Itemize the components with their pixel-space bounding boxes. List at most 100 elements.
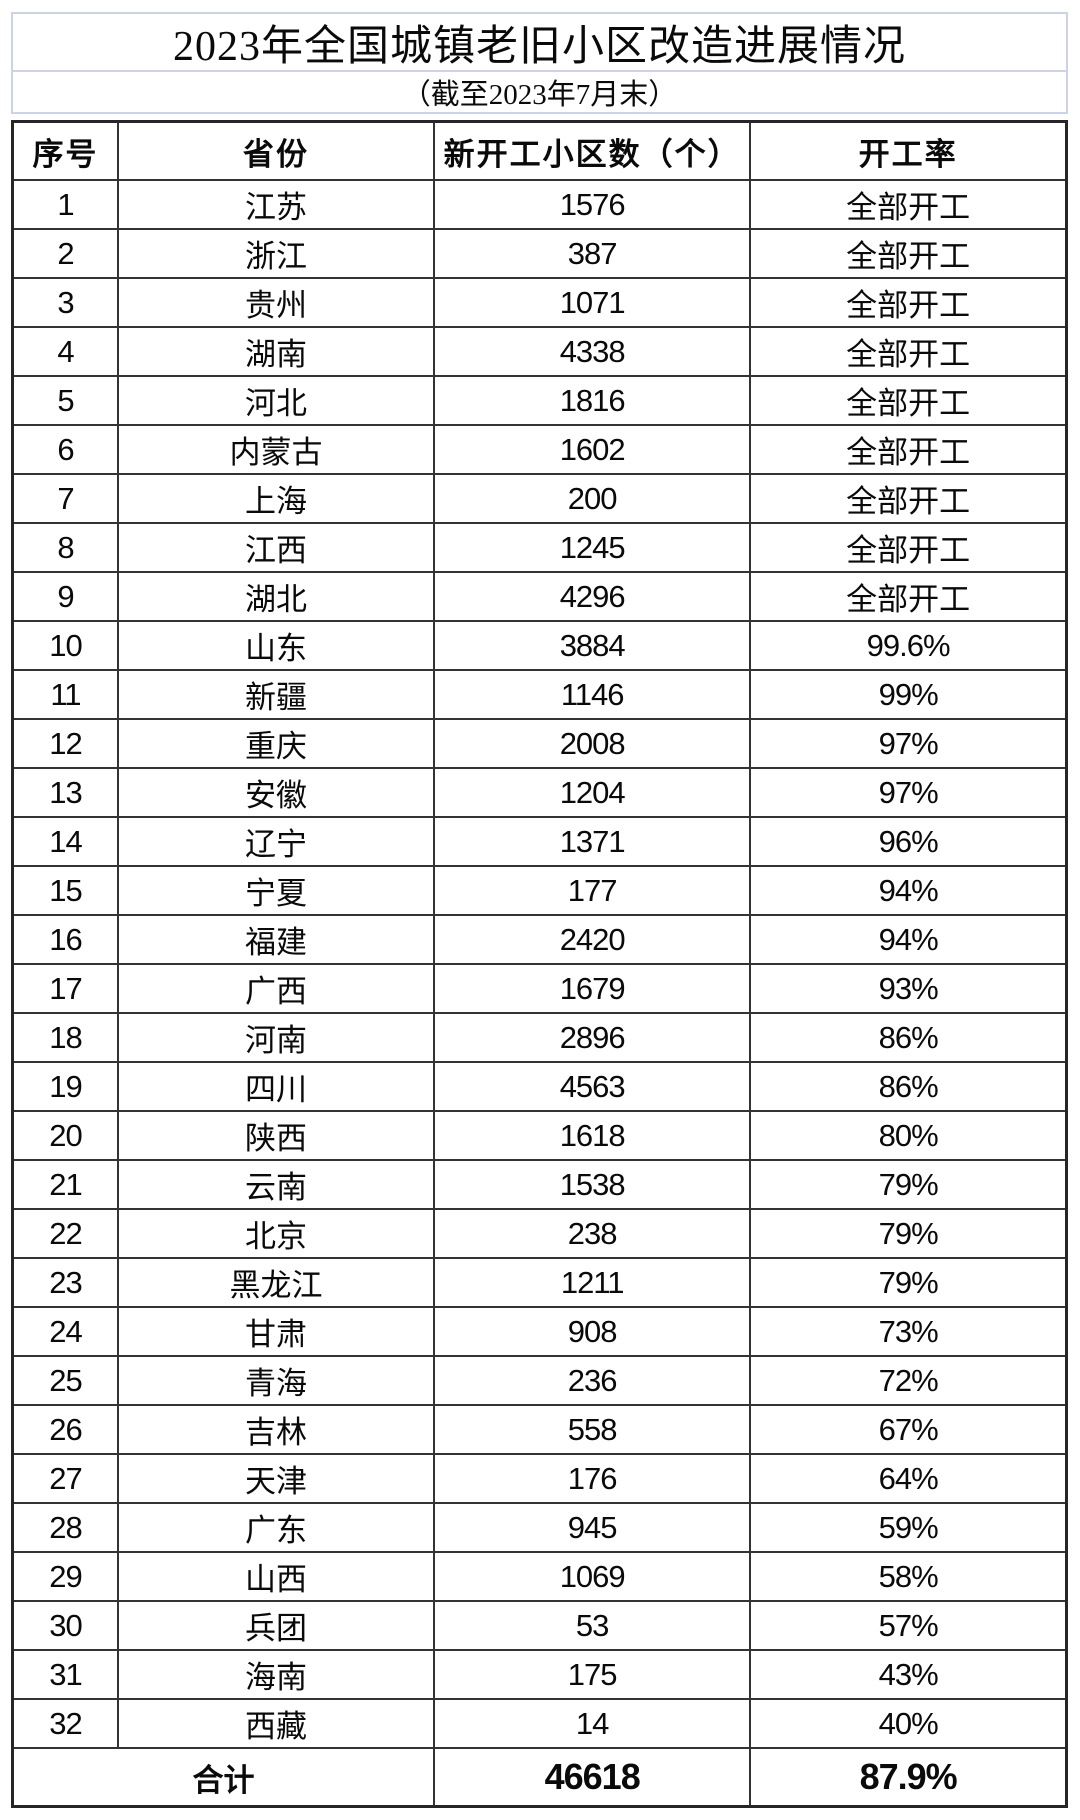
cell-province: 重庆: [116, 718, 436, 769]
cell-province: 上海: [116, 473, 436, 524]
cell-count: 945: [433, 1502, 752, 1553]
table-row: 22 北京 238 79%: [11, 1208, 1068, 1259]
cell-province: 青海: [116, 1355, 436, 1406]
cell-province: 江西: [116, 522, 436, 573]
table-row: 9 湖北 4296 全部开工: [11, 571, 1068, 622]
cell-province: 辽宁: [116, 816, 436, 867]
cell-index: 10: [11, 620, 119, 671]
cell-index: 23: [11, 1257, 119, 1308]
cell-count: 1146: [433, 669, 752, 720]
cell-index: 8: [11, 522, 119, 573]
cell-count: 1602: [433, 424, 752, 475]
cell-index: 26: [11, 1404, 119, 1455]
cell-rate: 57%: [749, 1600, 1068, 1651]
cell-index: 4: [11, 326, 119, 377]
table-row: 16 福建 2420 94%: [11, 914, 1068, 965]
cell-count: 1576: [433, 179, 752, 230]
table-total-row: 合计 46618 87.9%: [11, 1747, 1068, 1808]
table-row: 5 河北 1816 全部开工: [11, 375, 1068, 426]
cell-index: 31: [11, 1649, 119, 1700]
cell-province: 内蒙古: [116, 424, 436, 475]
table-row: 1 江苏 1576 全部开工: [11, 179, 1068, 230]
cell-rate: 全部开工: [749, 571, 1068, 622]
cell-count: 175: [433, 1649, 752, 1700]
cell-index: 14: [11, 816, 119, 867]
cell-province: 北京: [116, 1208, 436, 1259]
cell-rate: 96%: [749, 816, 1068, 867]
cell-rate: 59%: [749, 1502, 1068, 1553]
cell-count: 4338: [433, 326, 752, 377]
cell-index: 17: [11, 963, 119, 1014]
cell-index: 16: [11, 914, 119, 965]
cell-count: 1618: [433, 1110, 752, 1161]
cell-rate: 43%: [749, 1649, 1068, 1700]
cell-index: 27: [11, 1453, 119, 1504]
cell-province: 广西: [116, 963, 436, 1014]
cell-count: 200: [433, 473, 752, 524]
title-box: 2023年全国城镇老旧小区改造进展情况: [11, 12, 1068, 70]
cell-count: 176: [433, 1453, 752, 1504]
cell-index: 21: [11, 1159, 119, 1210]
cell-province: 河北: [116, 375, 436, 426]
total-rate: 87.9%: [749, 1747, 1068, 1808]
cell-province: 海南: [116, 1649, 436, 1700]
table-row: 14 辽宁 1371 96%: [11, 816, 1068, 867]
cell-rate: 72%: [749, 1355, 1068, 1406]
cell-count: 2008: [433, 718, 752, 769]
cell-index: 11: [11, 669, 119, 720]
page-title: 2023年全国城镇老旧小区改造进展情况: [172, 23, 906, 70]
cell-province: 吉林: [116, 1404, 436, 1455]
cell-province: 四川: [116, 1061, 436, 1112]
cell-count: 2420: [433, 914, 752, 965]
table-row: 21 云南 1538 79%: [11, 1159, 1068, 1210]
table-row: 29 山西 1069 58%: [11, 1551, 1068, 1602]
table-row: 10 山东 3884 99.6%: [11, 620, 1068, 671]
cell-province: 云南: [116, 1159, 436, 1210]
cell-rate: 全部开工: [749, 375, 1068, 426]
cell-count: 558: [433, 1404, 752, 1455]
cell-index: 28: [11, 1502, 119, 1553]
cell-province: 安徽: [116, 767, 436, 818]
cell-province: 山东: [116, 620, 436, 671]
cell-rate: 97%: [749, 767, 1068, 818]
cell-rate: 40%: [749, 1698, 1068, 1749]
table-row: 6 内蒙古 1602 全部开工: [11, 424, 1068, 475]
cell-rate: 64%: [749, 1453, 1068, 1504]
cell-rate: 80%: [749, 1110, 1068, 1161]
cell-rate: 全部开工: [749, 424, 1068, 475]
cell-count: 14: [433, 1698, 752, 1749]
table-row: 11 新疆 1146 99%: [11, 669, 1068, 720]
cell-count: 908: [433, 1306, 752, 1357]
cell-rate: 99.6%: [749, 620, 1068, 671]
cell-rate: 93%: [749, 963, 1068, 1014]
cell-count: 238: [433, 1208, 752, 1259]
cell-index: 12: [11, 718, 119, 769]
cell-count: 4296: [433, 571, 752, 622]
cell-rate: 全部开工: [749, 179, 1068, 230]
cell-count: 4563: [433, 1061, 752, 1112]
cell-province: 陕西: [116, 1110, 436, 1161]
cell-index: 22: [11, 1208, 119, 1259]
table-row: 7 上海 200 全部开工: [11, 473, 1068, 524]
cell-province: 西藏: [116, 1698, 436, 1749]
cell-rate: 全部开工: [749, 277, 1068, 328]
cell-province: 兵团: [116, 1600, 436, 1651]
cell-province: 新疆: [116, 669, 436, 720]
cell-index: 6: [11, 424, 119, 475]
cell-index: 3: [11, 277, 119, 328]
table-row: 20 陕西 1618 80%: [11, 1110, 1068, 1161]
cell-count: 1071: [433, 277, 752, 328]
cell-rate: 94%: [749, 914, 1068, 965]
cell-province: 黑龙江: [116, 1257, 436, 1308]
table-row: 19 四川 4563 86%: [11, 1061, 1068, 1112]
cell-province: 浙江: [116, 228, 436, 279]
cell-count: 1245: [433, 522, 752, 573]
header-province: 省份: [116, 120, 436, 181]
table-row: 18 河南 2896 86%: [11, 1012, 1068, 1063]
cell-index: 2: [11, 228, 119, 279]
cell-count: 1204: [433, 767, 752, 818]
cell-index: 19: [11, 1061, 119, 1112]
table-row: 32 西藏 14 40%: [11, 1698, 1068, 1749]
table-row: 31 海南 175 43%: [11, 1649, 1068, 1700]
